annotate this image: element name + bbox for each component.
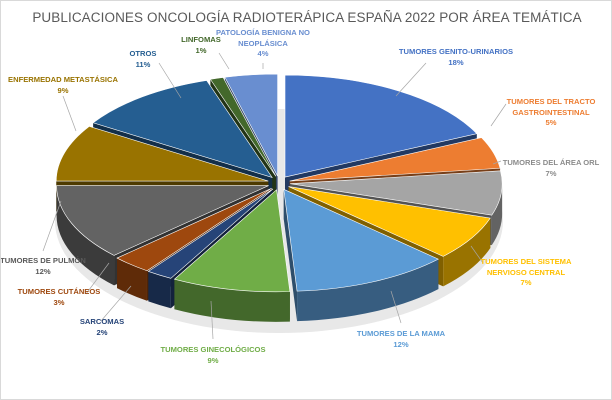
chart-title: PUBLICACIONES ONCOLOGÍA RADIOTERÁPICA ES… xyxy=(32,10,582,25)
data-label: TUMORES DEL ÁREA ORL 7% xyxy=(503,158,600,179)
data-label-name: TUMORES GENITO-URINARIOS xyxy=(398,47,514,56)
data-label: TUMORES GENITO-URINARIOS 18% xyxy=(399,47,513,68)
slice-top xyxy=(290,170,503,216)
data-label: TUMORES CUTÁNEOS 3% xyxy=(18,287,101,308)
leader-line xyxy=(218,52,230,70)
data-label-percent: 11% xyxy=(135,59,151,69)
data-label: SARCOMAS 2% xyxy=(80,317,124,338)
slice-outer-wall xyxy=(443,218,491,287)
slice-top xyxy=(224,73,278,177)
slice-top xyxy=(209,77,277,177)
data-label: PATOLOGÍA BENIGNA NO NEOPLÁSICA 4% xyxy=(216,28,310,60)
data-label-name: LINFOMAS xyxy=(181,35,221,44)
data-label: TUMORES DEL TRACTO GASTROINTESTINAL 5% xyxy=(507,97,596,129)
data-label-percent: 3% xyxy=(53,297,65,307)
data-label: TUMORES DEL SISTEMA NERVIOSO CENTRAL 7% xyxy=(481,257,572,289)
leader-line xyxy=(492,160,502,165)
leader-line xyxy=(210,300,214,340)
data-label-name: TUMORES DEL TRACTO GASTROINTESTINAL xyxy=(506,97,596,117)
data-label-percent: 9% xyxy=(207,355,219,365)
data-label-name: OTROS xyxy=(129,49,157,58)
data-label: TUMORES DE PULMÓN 12% xyxy=(0,256,86,277)
slice-top xyxy=(116,187,272,272)
data-label-percent: 2% xyxy=(96,327,108,337)
data-label-percent: 12% xyxy=(35,266,51,276)
slice-top xyxy=(283,188,440,292)
data-label-percent: 1% xyxy=(195,45,207,55)
data-label-percent: 9% xyxy=(57,85,69,95)
data-label-name: PATOLOGÍA BENIGNA NO NEOPLÁSICA xyxy=(216,28,310,48)
leader-line xyxy=(100,285,132,322)
data-label-percent: 18% xyxy=(448,57,464,67)
slice-outer-wall xyxy=(56,185,115,286)
data-label-percent: 7% xyxy=(520,278,532,287)
data-label-name: TUMORES DEL ÁREA ORL xyxy=(502,158,600,167)
data-label-percent: 7% xyxy=(545,168,557,178)
slice-top xyxy=(173,189,291,293)
slice-top xyxy=(147,188,274,279)
leader-line xyxy=(158,62,182,99)
slice-side-wall xyxy=(283,189,298,322)
slice-outer-wall xyxy=(148,271,171,309)
leader-line xyxy=(85,262,110,295)
leader-line xyxy=(490,103,507,127)
leader-line xyxy=(390,290,402,324)
slice-outer-wall xyxy=(174,279,290,322)
pie-slice xyxy=(283,188,440,322)
data-label-percent: 12% xyxy=(393,339,409,349)
slice-outer-wall xyxy=(491,183,503,246)
leader-line xyxy=(62,95,77,132)
slice-outer-wall xyxy=(117,258,147,301)
data-label-name: TUMORES CUTÁNEOS xyxy=(17,287,101,296)
data-label-name: TUMORES DEL SISTEMA NERVIOSO CENTRAL xyxy=(480,257,572,277)
slice-top xyxy=(288,186,491,257)
leader-line xyxy=(395,62,427,97)
data-label-name: TUMORES DE PULMÓN xyxy=(0,256,86,265)
slice-side-wall xyxy=(148,188,273,302)
slice-top xyxy=(284,74,478,178)
data-label: TUMORES GINECOLÓGICOS 9% xyxy=(160,345,265,366)
slice-outer-wall xyxy=(297,259,439,322)
data-label-percent: 5% xyxy=(545,118,557,127)
data-label-name: TUMORES GINECOLÓGICOS xyxy=(160,345,266,354)
data-label-name: SARCOMAS xyxy=(79,317,125,326)
data-label-percent: 4% xyxy=(257,49,269,58)
data-label-name: ENFERMEDAD METASTÁSICA xyxy=(8,75,118,84)
slice-top xyxy=(92,80,273,179)
leader-line xyxy=(470,245,484,264)
slice-top xyxy=(55,126,269,182)
data-label-name: TUMORES DE LA MAMA xyxy=(356,329,446,338)
slice-top xyxy=(56,185,269,256)
leader-line xyxy=(42,200,62,252)
data-label: OTROS 11% xyxy=(129,49,156,70)
slice-top xyxy=(289,137,501,182)
data-label: ENFERMEDAD METASTÁSICA 9% xyxy=(8,75,118,96)
data-label: LINFOMAS 1% xyxy=(181,35,221,56)
pie-slice xyxy=(173,189,291,322)
data-label: TUMORES DE LA MAMA 12% xyxy=(357,329,445,350)
